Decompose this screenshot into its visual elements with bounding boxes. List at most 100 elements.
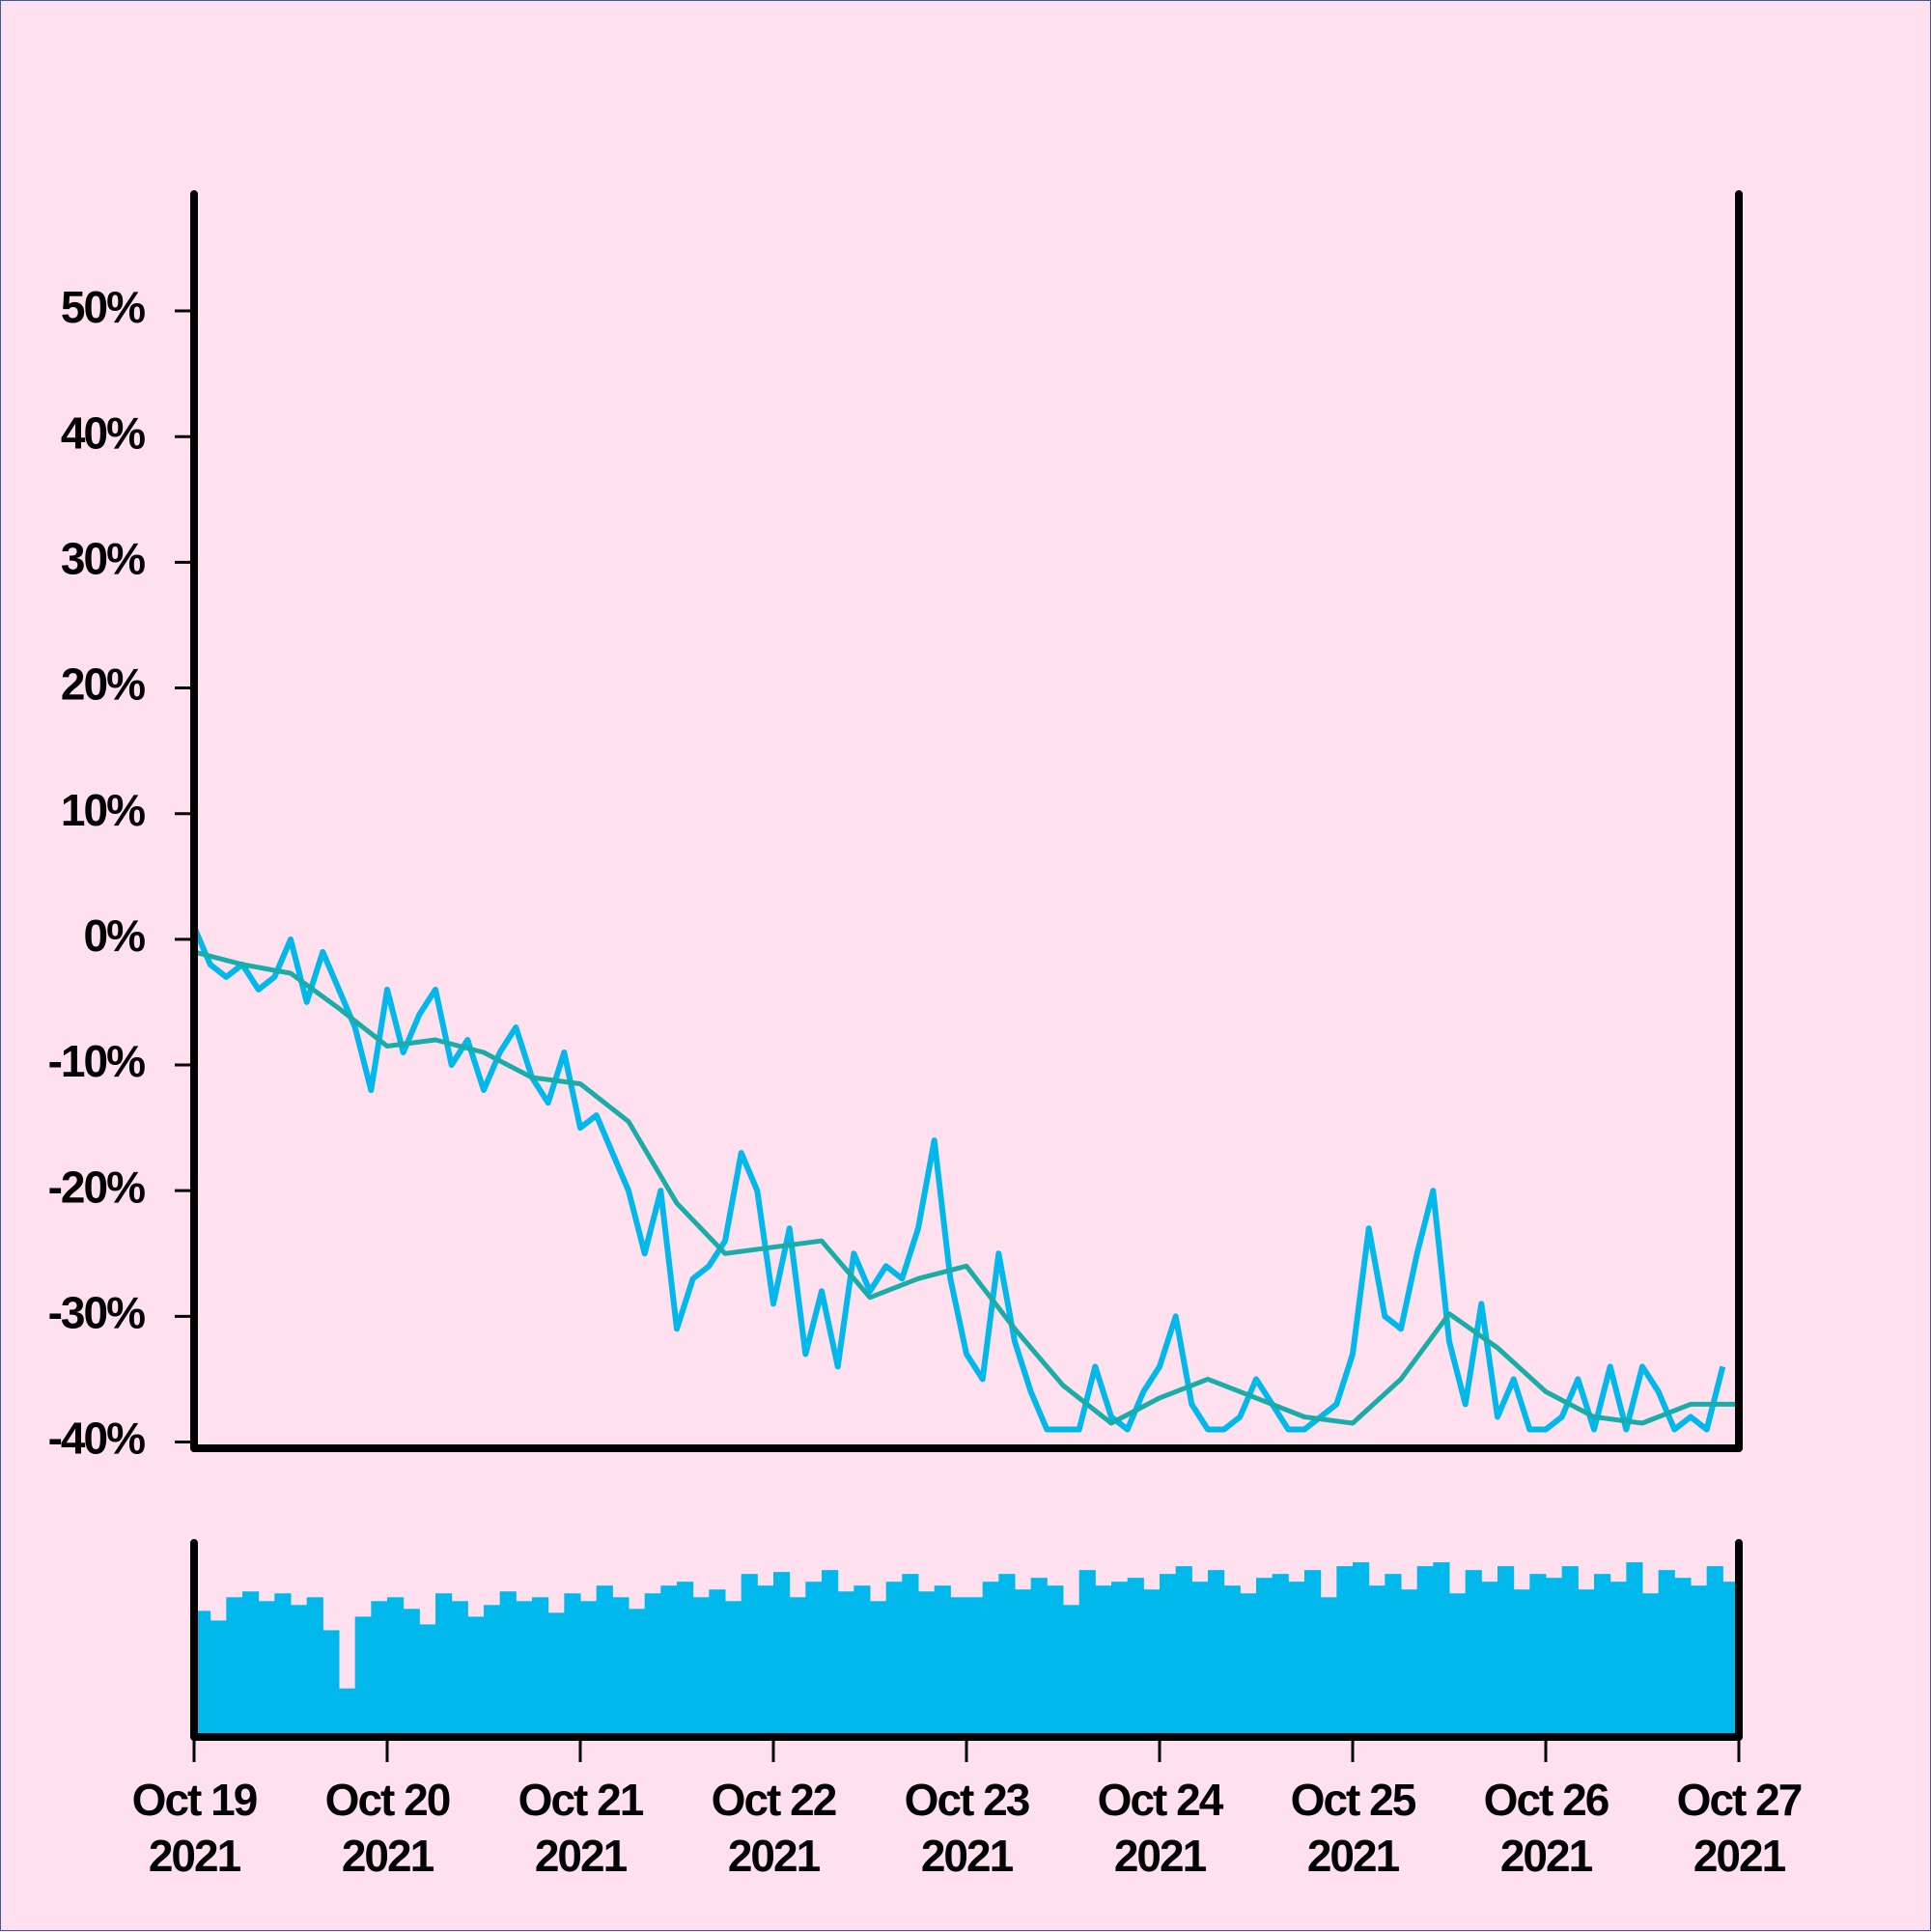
- volume-bar: [1465, 1570, 1482, 1737]
- volume-bar: [403, 1609, 420, 1737]
- volume-bar: [1691, 1585, 1708, 1737]
- volume-bar: [306, 1597, 323, 1737]
- y-tick-label: 10%: [61, 785, 145, 835]
- volume-bar: [1015, 1589, 1032, 1737]
- volume-bar: [982, 1582, 999, 1737]
- volume-bar: [1609, 1582, 1627, 1737]
- volume-bar: [1578, 1589, 1595, 1737]
- volume-bar: [854, 1585, 871, 1737]
- volume-bar: [258, 1601, 275, 1737]
- volume-bar: [451, 1601, 468, 1737]
- x-tick-label: Oct 19 2021: [131, 1775, 259, 1881]
- volume-bar: [789, 1597, 806, 1737]
- volume-bar: [1594, 1574, 1611, 1737]
- volume-bar: [1240, 1593, 1257, 1737]
- volume-bar: [1272, 1574, 1289, 1737]
- volume-bar: [822, 1570, 839, 1737]
- x-tick-label: Oct 23 2021: [904, 1775, 1031, 1881]
- volume-bar: [644, 1593, 661, 1737]
- volume-bar: [660, 1585, 678, 1737]
- volume-bar: [564, 1593, 581, 1737]
- line-series: [194, 949, 1739, 1426]
- volume-bar: [1127, 1578, 1144, 1737]
- volume-bar: [725, 1601, 742, 1737]
- volume-bar: [1030, 1578, 1048, 1737]
- x-tick-label: Oct 25 2021: [1290, 1775, 1417, 1881]
- volume-bar: [741, 1574, 758, 1737]
- volume-bar: [499, 1591, 517, 1737]
- plot-area: [194, 925, 1739, 1433]
- volume-bar: [1047, 1585, 1064, 1737]
- volume-bar: [1401, 1589, 1418, 1737]
- volume-bar: [1642, 1593, 1660, 1737]
- volume-bar: [1208, 1570, 1225, 1737]
- volume-bar: [322, 1630, 340, 1737]
- volume-bar: [371, 1601, 388, 1737]
- y-tick-label: 50%: [61, 282, 145, 332]
- volume-bar: [1626, 1562, 1643, 1737]
- volume-bar: [709, 1589, 726, 1737]
- volume-bar: [435, 1593, 453, 1737]
- volume-bar: [1658, 1570, 1675, 1737]
- volume-bar: [194, 1610, 211, 1737]
- volume-bar: [532, 1597, 549, 1737]
- volume-bar: [339, 1688, 356, 1737]
- volume-bar: [1497, 1566, 1515, 1737]
- volume-bar: [242, 1591, 260, 1737]
- volume-bar: [1078, 1570, 1096, 1737]
- volume-bar: [274, 1593, 292, 1737]
- volume-bar: [1561, 1566, 1579, 1737]
- volume-bar: [1223, 1585, 1241, 1737]
- volume-bar: [918, 1591, 936, 1737]
- volume-bar: [902, 1574, 919, 1737]
- volume-bar: [354, 1616, 372, 1737]
- volume-bar: [934, 1585, 951, 1737]
- volume-bar: [870, 1601, 887, 1737]
- volume-bar: [629, 1609, 646, 1737]
- y-tick-label: -20%: [48, 1162, 145, 1212]
- volume-bar: [1368, 1585, 1385, 1737]
- volume-bar: [1336, 1566, 1354, 1737]
- y-tick-label: -30%: [48, 1287, 145, 1337]
- y-tick-label: 40%: [61, 407, 145, 458]
- volume-bar: [885, 1582, 903, 1737]
- volume-bar: [837, 1591, 854, 1737]
- volume-bar: [805, 1582, 823, 1737]
- volume-bar: [1288, 1582, 1305, 1737]
- x-tick-label: Oct 24 2021: [1097, 1775, 1224, 1881]
- volume-bar: [547, 1612, 565, 1737]
- volume-bar: [1385, 1574, 1402, 1737]
- volume-bar: [1433, 1562, 1450, 1737]
- volume-bar: [1320, 1597, 1337, 1737]
- volume-bar: [1674, 1578, 1692, 1737]
- volume-bar: [1546, 1578, 1563, 1737]
- volume-bar: [1063, 1605, 1080, 1737]
- x-tick-label: Oct 26 2021: [1483, 1775, 1610, 1881]
- volume-bar: [692, 1597, 710, 1737]
- volume-bar: [484, 1605, 501, 1737]
- volume-bar: [291, 1605, 308, 1737]
- plot-area: [194, 1562, 1739, 1737]
- volume-bar: [419, 1624, 436, 1737]
- volume-bar: [1416, 1566, 1434, 1737]
- x-tick-label: Oct 20 2021: [324, 1775, 452, 1881]
- volume-bar: [998, 1574, 1016, 1737]
- volume-bar: [1256, 1578, 1273, 1737]
- x-tick-label: Oct 21 2021: [518, 1775, 645, 1881]
- y-tick-label: 30%: [61, 534, 145, 584]
- volume-bar: [1175, 1566, 1192, 1737]
- volume-bar: [1095, 1585, 1112, 1737]
- volume-bar: [387, 1597, 405, 1737]
- volume-bar: [1160, 1574, 1177, 1737]
- y-tick-label: 20%: [61, 659, 145, 710]
- axis-spine: [190, 1539, 1743, 1741]
- volume-bar: [612, 1597, 630, 1737]
- volume-bar: [516, 1601, 533, 1737]
- volume-bar: [1706, 1566, 1723, 1737]
- volume-bar: [1353, 1562, 1370, 1737]
- axis-spine: [190, 190, 1743, 1452]
- volume-bar: [757, 1585, 774, 1737]
- volume-bar: [1304, 1570, 1322, 1737]
